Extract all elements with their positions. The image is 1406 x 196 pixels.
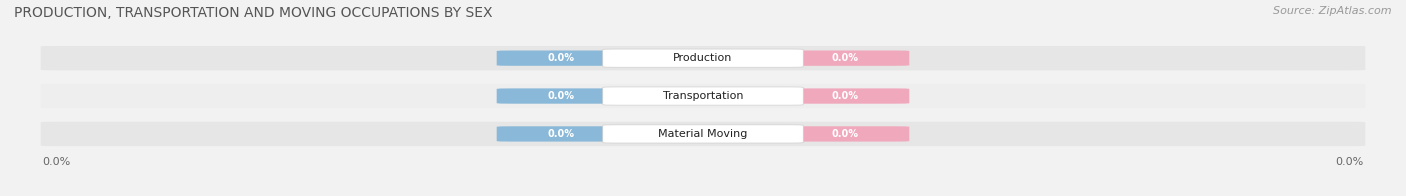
FancyBboxPatch shape xyxy=(496,51,624,66)
FancyBboxPatch shape xyxy=(782,88,910,104)
Text: 0.0%: 0.0% xyxy=(832,129,859,139)
Text: Source: ZipAtlas.com: Source: ZipAtlas.com xyxy=(1274,6,1392,16)
Text: 0.0%: 0.0% xyxy=(832,91,859,101)
FancyBboxPatch shape xyxy=(782,51,910,66)
Text: Transportation: Transportation xyxy=(662,91,744,101)
FancyBboxPatch shape xyxy=(782,126,910,142)
FancyBboxPatch shape xyxy=(603,125,803,143)
FancyBboxPatch shape xyxy=(41,84,1365,108)
Text: 0.0%: 0.0% xyxy=(547,91,574,101)
Text: 0.0%: 0.0% xyxy=(832,53,859,63)
FancyBboxPatch shape xyxy=(603,49,803,67)
Text: Material Moving: Material Moving xyxy=(658,129,748,139)
Text: 0.0%: 0.0% xyxy=(547,129,574,139)
Text: PRODUCTION, TRANSPORTATION AND MOVING OCCUPATIONS BY SEX: PRODUCTION, TRANSPORTATION AND MOVING OC… xyxy=(14,6,492,20)
FancyBboxPatch shape xyxy=(603,87,803,105)
Text: Production: Production xyxy=(673,53,733,63)
FancyBboxPatch shape xyxy=(41,122,1365,146)
Text: 0.0%: 0.0% xyxy=(547,53,574,63)
FancyBboxPatch shape xyxy=(41,46,1365,70)
FancyBboxPatch shape xyxy=(496,126,624,142)
FancyBboxPatch shape xyxy=(496,88,624,104)
